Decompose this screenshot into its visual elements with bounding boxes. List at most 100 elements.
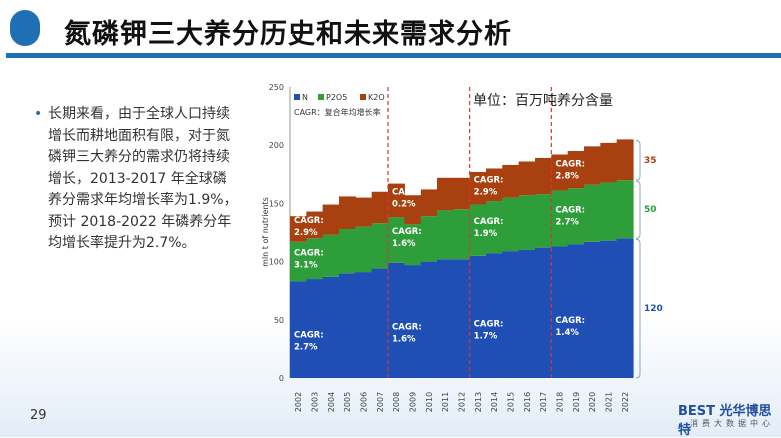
y-tick-label: 0: [279, 374, 284, 383]
bar-n: [502, 251, 520, 378]
bar-k2o: [420, 189, 438, 217]
x-tick-label: 2019: [572, 392, 581, 412]
x-tick-label: 2008: [392, 392, 401, 412]
bar-n: [355, 272, 373, 378]
cagr-label: 2.8%: [555, 172, 579, 182]
cagr-label: CAGR:: [294, 330, 324, 340]
y-tick-label: 200: [269, 141, 284, 150]
bar-n: [322, 276, 340, 378]
bar-n: [518, 249, 536, 378]
x-tick-label: 2018: [556, 392, 565, 412]
bar-n: [551, 246, 569, 378]
bar-p2o5: [404, 224, 422, 266]
x-tick-label: 2017: [539, 392, 548, 412]
bar-p2o5: [420, 216, 438, 262]
legend-label: K2O: [368, 93, 385, 102]
cagr-label: CAGR:: [474, 217, 504, 227]
bar-p2o5: [584, 184, 601, 242]
bar-k2o: [404, 195, 422, 225]
x-tick-label: 2010: [425, 392, 434, 412]
bar-n: [486, 253, 503, 378]
bar-n: [290, 281, 307, 378]
bar-p2o5: [486, 201, 503, 254]
bracket-label: 120: [644, 304, 663, 314]
cagr-label: CAGR:: [392, 187, 422, 197]
bar-k2o: [388, 183, 405, 218]
x-tick-label: 2005: [343, 392, 352, 412]
bar-n: [469, 255, 487, 378]
bar-p2o5: [453, 209, 471, 260]
legend-label: N: [302, 93, 308, 102]
bar-k2o: [371, 191, 389, 224]
brand-subtitle: 消费大数据中心: [690, 419, 774, 428]
y-tick-label: 50: [274, 316, 284, 325]
title-underline: [6, 53, 781, 58]
x-tick-label: 2002: [294, 392, 303, 412]
bar-k2o: [322, 204, 340, 235]
logo-icon: [10, 10, 40, 46]
bullet-text: 长期来看，由于全球人口持续增长而耕地面积有限，对于氮磷钾三大养分的需求仍将持续增…: [34, 104, 238, 255]
x-tick-label: 2007: [376, 392, 385, 412]
bar-k2o: [551, 154, 569, 191]
x-tick-label: 2003: [311, 392, 320, 412]
bar-n: [616, 238, 634, 378]
bar-p2o5: [355, 226, 373, 273]
cagr-label: 1.6%: [392, 335, 416, 345]
bar-k2o: [567, 151, 585, 189]
cagr-label: CAGR:: [392, 323, 422, 333]
x-tick-label: 2016: [523, 392, 532, 412]
bar-k2o: [339, 196, 356, 230]
bar-k2o: [290, 216, 307, 242]
bar-p2o5: [535, 194, 552, 248]
cagr-label: CAGR:: [555, 206, 585, 216]
bar-p2o5: [437, 210, 454, 260]
bar-k2o: [600, 142, 618, 183]
bracket: [635, 139, 641, 181]
legend-swatch: [318, 94, 324, 100]
cagr-label: 2.9%: [474, 187, 498, 197]
bar-n: [404, 265, 422, 378]
legend-swatch: [294, 94, 300, 100]
bar-k2o: [486, 168, 503, 202]
x-tick-label: 2009: [409, 392, 418, 412]
unit-note: 单位：百万吨养分含量: [473, 93, 613, 109]
bar-n: [371, 268, 389, 378]
bar-p2o5: [371, 223, 389, 269]
bar-k2o: [518, 161, 536, 196]
bracket-label: 35: [644, 156, 657, 166]
bar-p2o5: [567, 188, 585, 245]
cagr-label: 2.7%: [555, 218, 579, 228]
bar-k2o: [502, 164, 520, 198]
bracket-label: 50: [644, 205, 657, 215]
cagr-label: 1.9%: [474, 229, 498, 239]
cagr-label: CAGR:: [474, 320, 504, 330]
bar-n: [420, 261, 438, 378]
bar-k2o: [469, 171, 487, 205]
legend-swatch: [360, 94, 366, 100]
bar-n: [535, 247, 552, 378]
legend-label: P2O5: [326, 93, 347, 102]
bar-n: [453, 259, 471, 378]
x-tick-label: 2006: [360, 392, 369, 412]
bar-n: [584, 241, 601, 378]
bar-n: [600, 240, 618, 378]
x-tick-label: 2022: [621, 392, 630, 412]
cagr-label: CAGR:: [474, 175, 504, 185]
y-axis-label: mln t of nutrients: [261, 197, 270, 267]
cagr-label: CAGR:: [294, 216, 324, 226]
bracket: [635, 180, 641, 239]
bar-p2o5: [290, 241, 307, 282]
bar-p2o5: [502, 197, 520, 252]
y-tick-label: 250: [269, 83, 284, 92]
bar-p2o5: [616, 180, 634, 239]
bar-p2o5: [518, 195, 536, 250]
brand-logo: BEST 光华博思特: [678, 404, 772, 438]
x-tick-label: 2012: [458, 392, 467, 412]
legend-note: CAGR：复合年均增长率: [294, 107, 381, 117]
bar-p2o5: [551, 190, 569, 247]
bar-k2o: [437, 177, 454, 211]
bar-k2o: [453, 177, 471, 210]
cagr-label: 2.9%: [294, 228, 318, 238]
y-tick-label: 150: [269, 199, 284, 208]
cagr-label: 3.1%: [294, 261, 318, 271]
